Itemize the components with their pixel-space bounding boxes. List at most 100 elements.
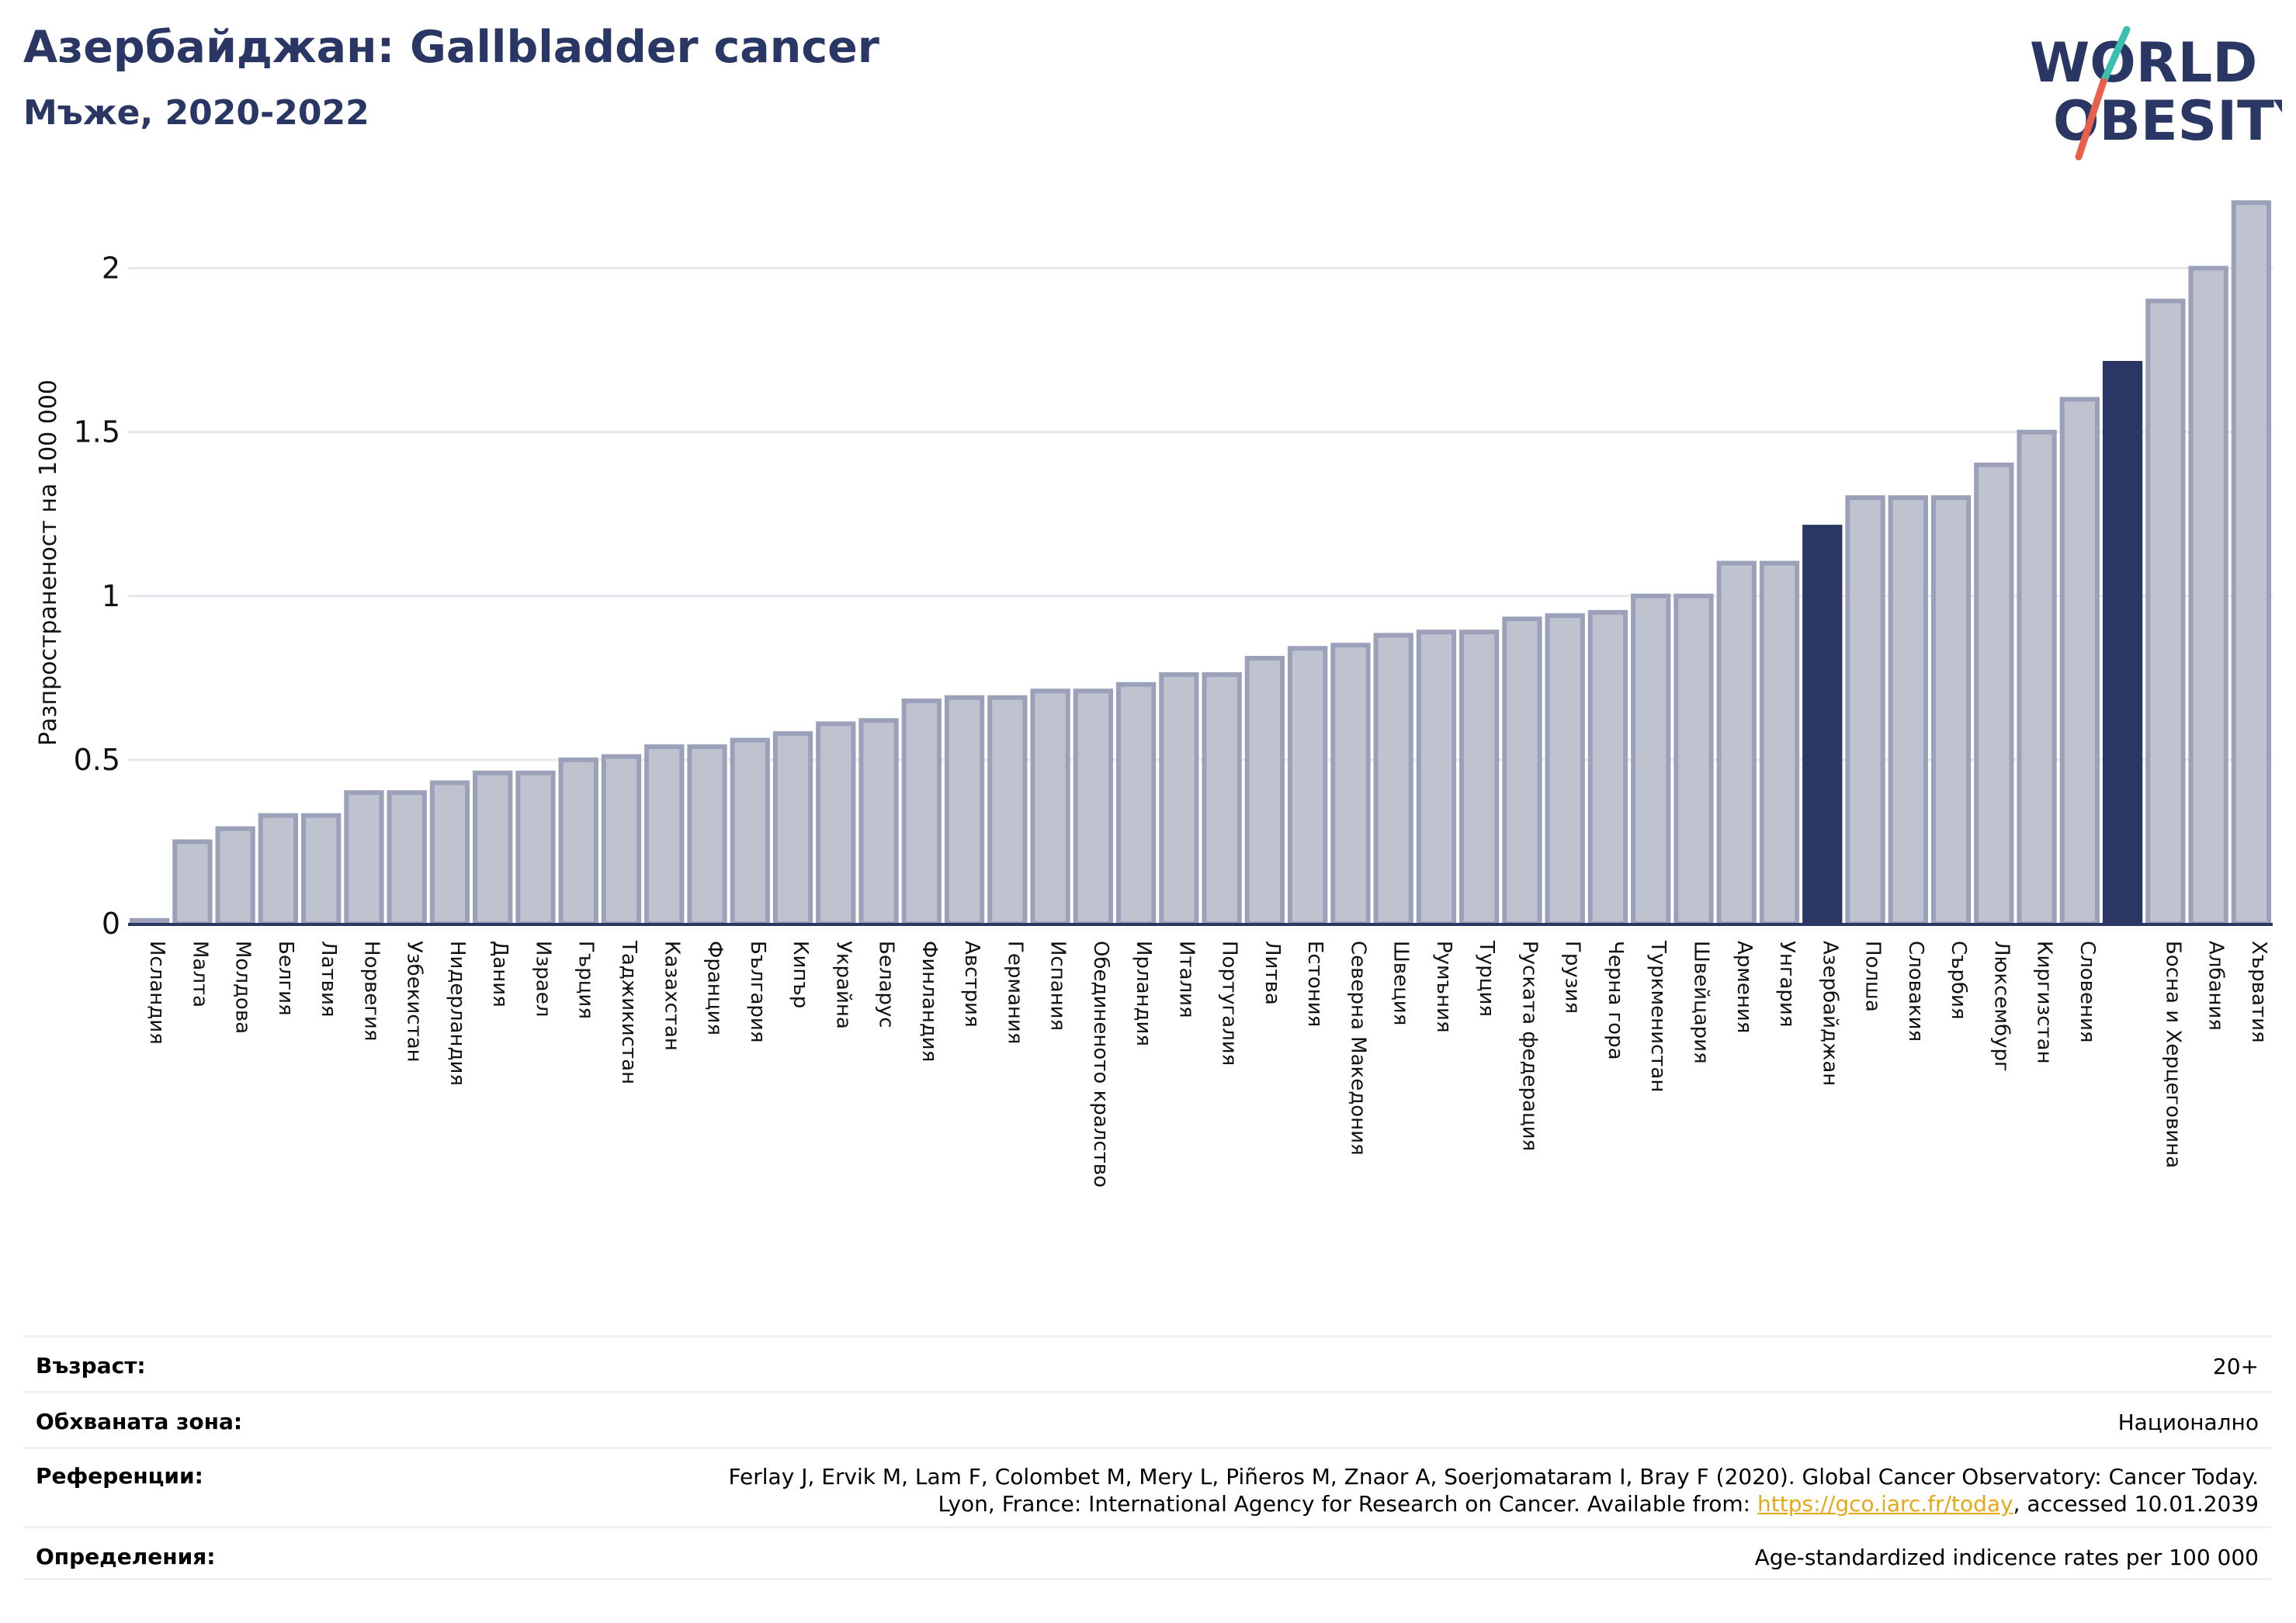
x-tick-label: Естония [1303,941,1327,1027]
coverage-value: Национално [2117,1410,2259,1435]
x-tick-label: Португалия [1218,941,1241,1066]
bar [1030,688,1070,926]
bar [473,770,513,926]
bar [2145,298,2186,926]
x-tick-label: Узбекистан [403,941,426,1063]
bar [1244,656,1285,926]
bar [1073,688,1114,926]
bar [1416,629,1457,926]
logo-slash-coral [2075,78,2107,161]
y-tick-label: 1 [102,579,120,613]
info-row-references: Референции: Ferlay J, Ervik M, Lam F, Co… [23,1447,2271,1526]
bar [1845,495,1885,926]
x-tick-label: Белгия [274,941,297,1016]
bar [258,813,299,926]
references-line2-prefix: Lyon, France: International Agency for R… [938,1491,1757,1517]
bar [1373,633,1413,926]
x-tick-label: Сърбия [1947,941,1970,1020]
x-tick-label: Германия [1003,941,1026,1044]
x-tick-label: Обединеното кралство [1089,941,1112,1188]
x-tick-label: Ирландия [1132,941,1155,1046]
x-tick-label: Испания [1046,941,1070,1031]
x-tick-label: Нидерландия [446,941,469,1086]
bar [1587,609,1628,927]
logo-text-world: WORLD [2030,31,2257,95]
category-labels: Исландия Малта Молдова Белгия Латвия Норвегия… [145,940,2270,1188]
x-tick-label: Турция [1475,940,1498,1017]
y-tick-label: 0.5 [74,743,120,777]
y-tick-label: 2 [102,251,120,286]
x-tick-label: Туркменистан [1646,940,1670,1092]
x-tick-label: Грузия [1561,941,1584,1014]
x-tick-label: Азербайджан [1818,941,1841,1086]
x-tick-label: Швейцария [1689,941,1712,1064]
definitions-value: Age-standardized indicence rates per 100… [1754,1545,2259,1570]
references-link[interactable]: https://gco.iarc.fr/today [1757,1491,2013,1517]
x-tick-label: Италия [1174,941,1198,1018]
bar [1159,672,1199,926]
x-tick-label: Румъния [1432,941,1455,1033]
bar [429,780,470,927]
age-label: Възраст: [36,1353,146,1379]
chart-title: Азербайджан: Gallbladder cancer [23,22,879,73]
x-tick-label: Албания [2204,941,2228,1031]
age-value: 20+ [2212,1354,2259,1379]
bar [2231,200,2272,927]
x-tick-label: Швеция [1389,941,1413,1025]
chart-subtitle: Мъже, 2020-2022 [23,93,369,133]
x-tick-label: Финландия [917,941,941,1062]
bar [1631,593,1671,926]
bar [1115,681,1157,926]
bar [344,790,384,926]
bar [687,744,727,926]
x-tick-label: Руската федерация [1517,941,1541,1151]
x-tick-label: Израел [531,941,554,1017]
references-value: Ferlay J, Ervik M, Lam F, Colombet M, Me… [728,1463,2259,1517]
info-table: Възраст: 20+ Обхваната зона: Национално … [23,1335,2271,1580]
bar [1974,462,2014,926]
info-row-definitions: Определения: Age-standardized indicence … [23,1526,2271,1580]
x-tick-label: Хърватия [2247,941,2270,1043]
x-tick-label: Словения [2076,941,2099,1043]
x-tick-label: Черна гора [1604,941,1627,1060]
x-tick-label: Малта [188,941,211,1007]
world-obesity-logo: WORLD OBESITY [2030,26,2282,161]
axes: 0 0.5 1 1.5 2 [74,251,2273,941]
references-label: Референции: [36,1463,203,1489]
x-tick-label: Армения [1732,941,1756,1033]
x-tick-label: Таджикистан [617,940,640,1084]
x-tick-label: Северна Македония [1346,941,1369,1156]
definitions-label: Определения: [36,1544,216,1569]
bar [816,721,856,926]
bar [558,757,598,927]
x-tick-label: Унгария [1775,941,1798,1027]
references-line2-suffix: , accessed 10.01.2039 [2013,1491,2259,1517]
bar [1287,646,1328,926]
bar [730,737,770,926]
x-tick-label: Исландия [145,941,168,1045]
bar [2017,429,2057,926]
bar [901,698,942,927]
y-tick-label: 1.5 [74,415,120,449]
x-tick-label: Гърция [574,941,598,1019]
x-tick-label: Франция [703,941,727,1035]
x-tick-label: Молдова [231,941,255,1034]
bar [858,718,899,926]
bar [1545,613,1585,926]
y-tick-label: 0 [102,907,120,941]
x-tick-label: Норвегия [359,941,383,1041]
bar [944,695,985,927]
info-row-coverage: Обхваната зона: Национално [23,1391,2271,1447]
bar [1673,593,1714,926]
x-tick-label: Дания [488,941,512,1007]
bar [1459,629,1500,926]
bar [1202,672,1242,926]
info-row-age: Възраст: 20+ [23,1335,2271,1391]
x-tick-label: Казахстан [660,941,683,1051]
bar [515,770,556,926]
x-tick-label: Люксембург [1989,941,2013,1072]
x-tick-label: България [746,941,769,1042]
bar [644,744,685,926]
x-tick-label: Полша [1861,941,1885,1012]
bar [301,813,342,926]
